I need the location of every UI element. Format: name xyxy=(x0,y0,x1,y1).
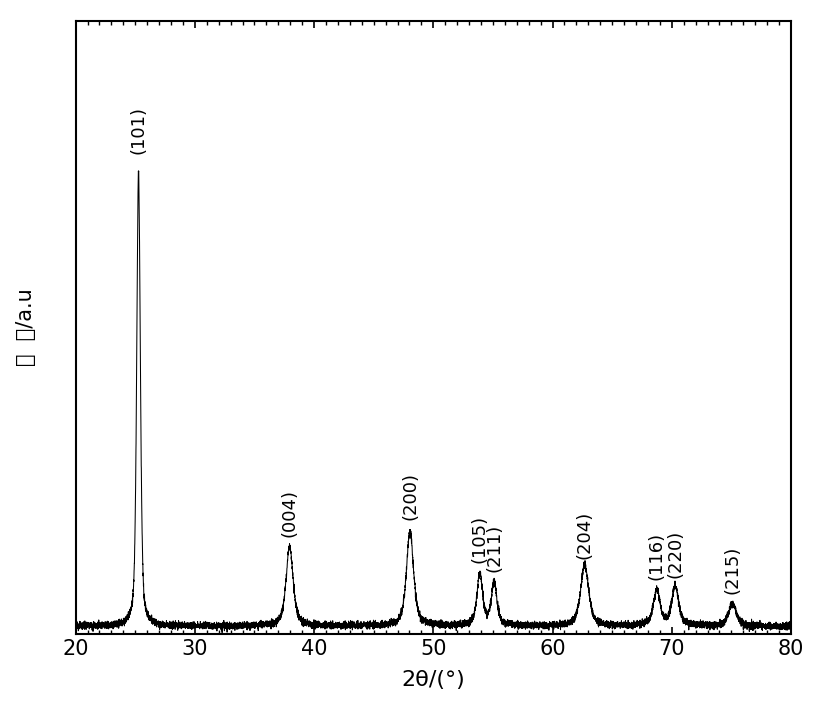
Text: (211): (211) xyxy=(485,524,503,572)
Text: (116): (116) xyxy=(648,532,666,579)
Text: (101): (101) xyxy=(130,106,148,154)
Text: (220): (220) xyxy=(667,530,684,578)
Text: (204): (204) xyxy=(576,510,594,559)
Text: (105): (105) xyxy=(471,515,488,563)
Text: (215): (215) xyxy=(724,545,742,594)
Text: (200): (200) xyxy=(401,472,419,520)
Text: (004): (004) xyxy=(280,488,299,537)
X-axis label: 2θ/(°): 2θ/(°) xyxy=(402,670,465,690)
Text: 强  度/a.u: 强 度/a.u xyxy=(16,289,35,366)
